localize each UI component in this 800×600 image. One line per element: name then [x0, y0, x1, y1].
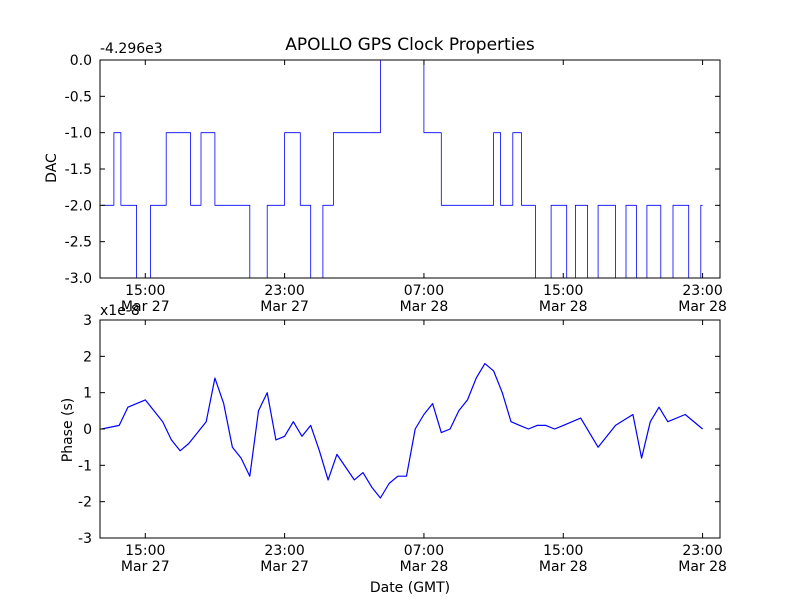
phase-ytick-label: -1 [78, 458, 92, 474]
dac-ytick-label: -3.0 [65, 271, 92, 287]
dac-series-line [101, 59, 703, 279]
dac-xtick-date-label: Mar 28 [539, 299, 588, 315]
phase-xtick-time-label: 23:00 [682, 543, 722, 559]
dac-ytick-label: 0.0 [70, 53, 92, 69]
dac-xtick-time-label: 23:00 [264, 283, 304, 299]
dac-ytick-label: -1.0 [65, 126, 92, 142]
phase-ytick-label: 1 [83, 386, 92, 402]
phase-y-axis-label: Phase (s) [60, 398, 76, 462]
phase-ytick-label: 0 [83, 422, 92, 438]
dac-ytick-label: -1.5 [65, 162, 92, 178]
dac-ytick-label: -2.0 [65, 198, 92, 214]
phase-xtick-date-label: Mar 27 [260, 559, 309, 575]
phase-series-line [101, 363, 703, 499]
phase-xtick-time-label: 15:00 [543, 543, 583, 559]
dac-xtick-date-label: Mar 27 [260, 299, 309, 315]
phase-xtick-time-label: 23:00 [264, 543, 304, 559]
phase-xtick-date-label: Mar 28 [678, 559, 727, 575]
dac-panel: -4.296e3 DAC 0.0 -0.5 -1.0 -1.5 -2.0 -2.5 -3.0… [44, 41, 727, 315]
phase-ytick-label: -3 [78, 531, 92, 547]
chart-title: APOLLO GPS Clock Properties [285, 35, 535, 55]
dac-xtick-time-label: 15:00 [125, 283, 165, 299]
dac-xtick-time-label: 15:00 [543, 283, 583, 299]
dac-xtick-time-label: 07:00 [404, 283, 444, 299]
phase-ytick-label: 3 [83, 313, 92, 329]
dac-xtick-date-label: Mar 27 [121, 299, 170, 315]
phase-xtick-date-label: Mar 28 [539, 559, 588, 575]
dac-xtick-time-label: 23:00 [682, 283, 722, 299]
dac-xtick-date-label: Mar 28 [400, 299, 449, 315]
dac-ytick-label: -0.5 [65, 89, 92, 105]
phase-xtick-date-label: Mar 27 [121, 559, 170, 575]
phase-series-group [101, 363, 703, 499]
phase-offset-label: x1e-8 [100, 303, 140, 319]
dac-y-axis-label: DAC [44, 153, 60, 183]
phase-xtick-date-label: Mar 28 [400, 559, 449, 575]
phase-ytick-label: -2 [78, 495, 92, 511]
dac-xtick-date-label: Mar 28 [678, 299, 727, 315]
dac-series-group [101, 59, 703, 279]
dac-offset-label: -4.296e3 [100, 41, 163, 57]
phase-xtick-time-label: 07:00 [404, 543, 444, 559]
phase-xtick-time-label: 15:00 [125, 543, 165, 559]
x-axis-label: Date (GMT) [370, 580, 450, 596]
phase-ytick-label: 2 [83, 349, 92, 365]
dac-ytick-label: -2.5 [65, 235, 92, 251]
